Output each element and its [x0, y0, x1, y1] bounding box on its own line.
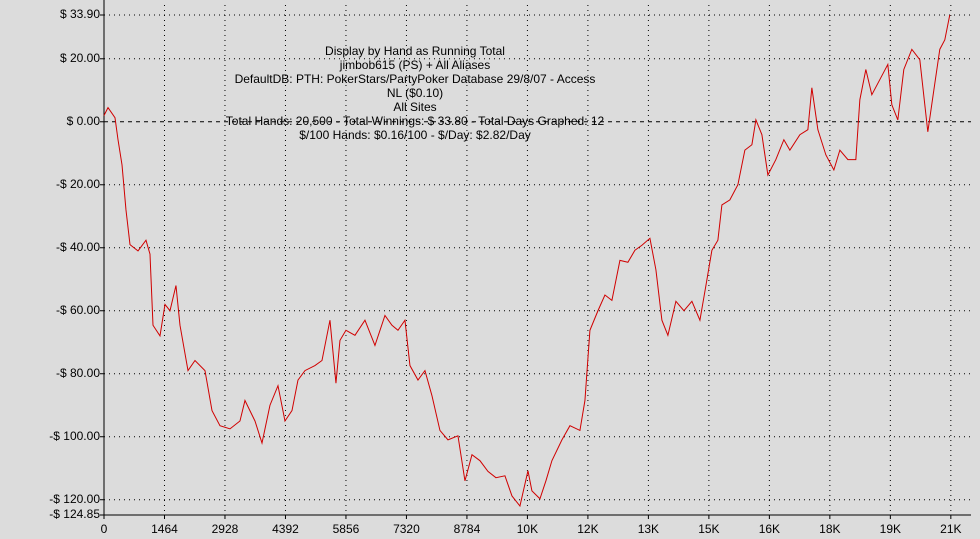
- y-tick-label: $ 0.00: [67, 114, 101, 128]
- y-tick-label: -$ 20.00: [56, 177, 100, 191]
- x-tick-label: 5856: [333, 522, 360, 536]
- subtitle-line: Total Hands: 20,500 - Total Winnings: $ …: [226, 114, 605, 128]
- x-tick-label: 10K: [517, 522, 538, 536]
- x-tick-label: 13K: [638, 522, 659, 536]
- chart-title: Display by Hand as Running Total: [325, 44, 505, 58]
- subtitle-line: DefaultDB: PTH: PokerStars/PartyPoker Da…: [235, 72, 596, 86]
- x-tick-label: 19K: [880, 522, 901, 536]
- y-tick-label: -$ 60.00: [56, 303, 100, 317]
- subtitle-line: $/100 Hands: $0.16/100 - $/Day: $2.82/Da…: [299, 128, 531, 142]
- subtitle-line: NL ($0.10): [387, 86, 443, 100]
- y-tick-label: $ 20.00: [60, 51, 100, 65]
- x-tick-label: 4392: [272, 522, 299, 536]
- y-tick-label: -$ 80.00: [56, 366, 100, 380]
- y-tick-label: -$ 124.85: [49, 507, 100, 521]
- x-tick-label: 12K: [577, 522, 598, 536]
- x-tick-label: 7320: [393, 522, 420, 536]
- x-tick-label: 21K: [940, 522, 961, 536]
- y-tick-label: -$ 100.00: [49, 429, 100, 443]
- y-tick-label: -$ 120.00: [49, 492, 100, 506]
- x-tick-label: 1464: [151, 522, 178, 536]
- x-tick-label: 16K: [759, 522, 780, 536]
- y-tick-label: -$ 40.00: [56, 240, 100, 254]
- x-tick-label: 15K: [698, 522, 719, 536]
- x-tick-label: 0: [101, 522, 108, 536]
- x-tick-label: 18K: [819, 522, 840, 536]
- data-line: [103, 14, 951, 508]
- subtitle-line: jimbob615 (PS) + All Aliases: [339, 58, 490, 72]
- x-tick-label: 2928: [212, 522, 239, 536]
- x-tick-label: 8784: [454, 522, 481, 536]
- subtitle-line: All Sites: [393, 100, 436, 114]
- y-tick-label: $ 33.90: [60, 7, 100, 21]
